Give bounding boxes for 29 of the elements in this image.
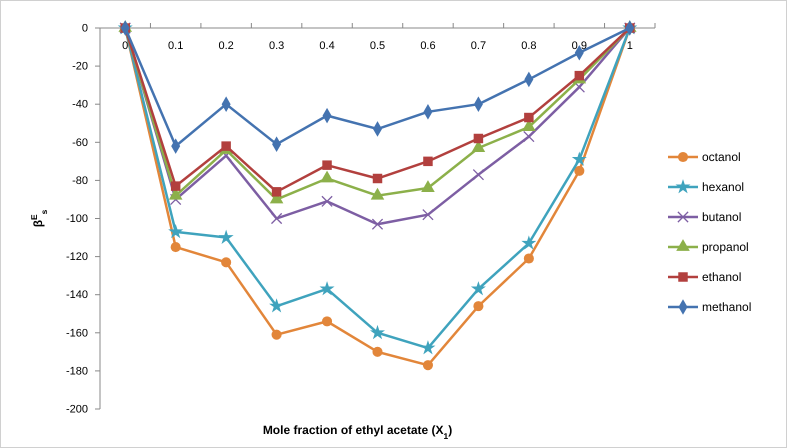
y-tick-label: -180 (66, 365, 88, 378)
x-tick-label: 0.3 (268, 40, 284, 52)
x-tick-label: 0.1 (168, 40, 184, 52)
y-tick-label: -80 (72, 174, 88, 187)
x-tick-label: 1 (626, 40, 633, 52)
legend-label: propanol (702, 240, 749, 254)
y-tick-label: -200 (66, 404, 88, 416)
y-tick-label: -60 (72, 136, 88, 149)
x-axis-title: Mole fraction of ethyl acetate (X$_{1}$) (262, 423, 452, 441)
x-tick-label: 0.8 (521, 40, 537, 52)
x-tick-label: 0 (122, 40, 128, 52)
legend-label: methanol (702, 300, 752, 314)
x-tick-label: 0.6 (420, 40, 436, 52)
y-tick-label: 0 (82, 22, 88, 35)
x-tick-label: 0.9 (572, 40, 587, 52)
y-tick-label: -140 (66, 289, 88, 302)
legend-label: hexanol (702, 180, 744, 194)
x-tick-label: 0.7 (470, 40, 486, 52)
y-tick-label: -100 (66, 213, 88, 226)
x-tick-label: 0.2 (218, 40, 234, 52)
legend-label: butanol (702, 210, 742, 224)
y-tick-label: -160 (66, 327, 88, 340)
x-tick-label: 0.4 (319, 40, 335, 52)
legend-label: octanol (702, 150, 741, 164)
legend-label: ethanol (702, 270, 742, 284)
y-tick-label: -40 (72, 98, 88, 111)
y-tick-label: -20 (72, 60, 88, 73)
x-tick-label: 0.5 (370, 40, 386, 52)
y-tick-label: -120 (66, 251, 88, 264)
